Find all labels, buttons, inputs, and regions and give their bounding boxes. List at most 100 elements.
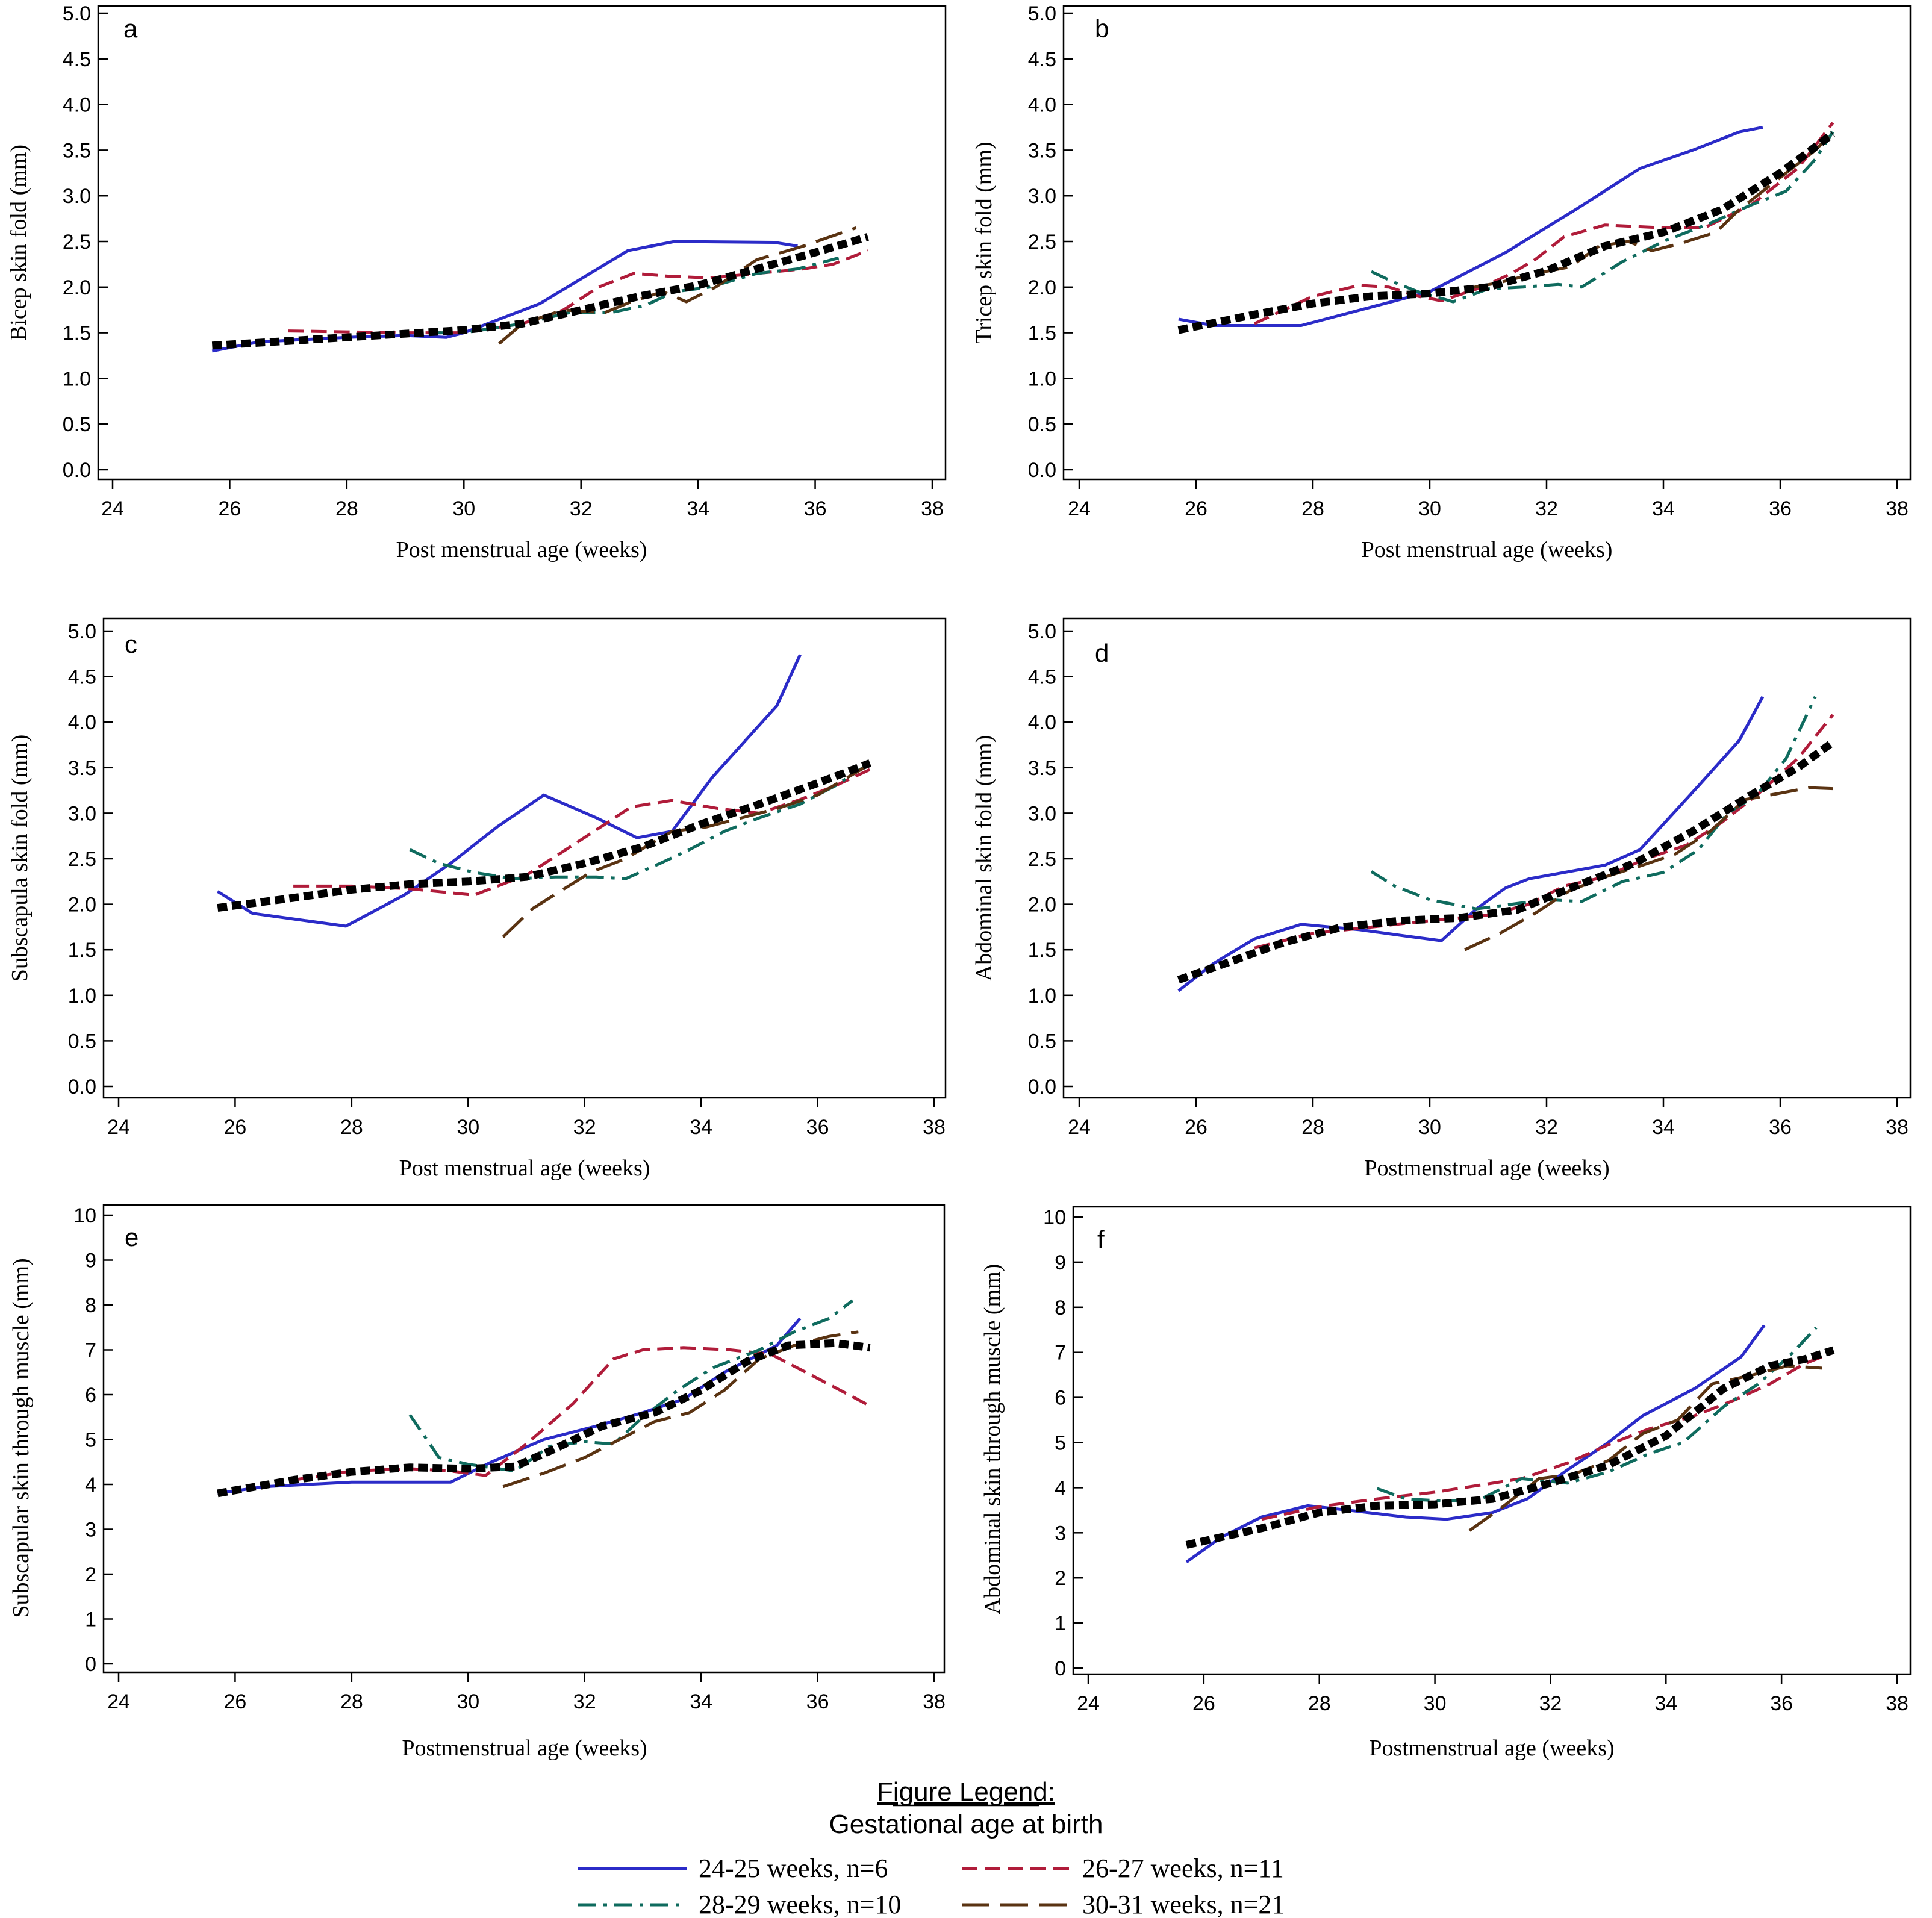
series-line-overall: [211, 233, 869, 350]
x-axis-label: Post menstrual age (weeks): [1362, 537, 1613, 562]
series-line-24-25: [1178, 126, 1763, 327]
y-tick-label: 2.0: [1028, 894, 1056, 917]
x-tick-label: 28: [340, 1116, 363, 1139]
x-tick-label: 24: [1068, 1116, 1091, 1139]
x-axis-label: Postmenstrual age (weeks): [402, 1736, 647, 1761]
x-tick-label: 28: [340, 1690, 363, 1713]
y-axis: 0.0 0.5 1.0 1.5 2.0 2.5 3.0 3.5 4.0 4.5 5.0: [1028, 2, 1073, 482]
series-line-30-31: [502, 1330, 859, 1489]
x-tick-label: 30: [1424, 1692, 1447, 1715]
x-tick-label: 32: [1539, 1692, 1562, 1715]
x-tick-label: 34: [1652, 497, 1675, 520]
series-line-24-25: [1185, 1324, 1766, 1564]
x-tick-label: 26: [1185, 497, 1208, 520]
x-tick-label: 30: [1418, 1116, 1441, 1139]
x-tick-label: 34: [1652, 1116, 1675, 1139]
y-tick-label: 0.0: [1028, 1076, 1056, 1098]
y-tick-label: 2.0: [1028, 276, 1056, 299]
series-layer: [217, 654, 871, 938]
y-tick-label: 4: [85, 1474, 96, 1496]
legend-label-24-25: 24-25 weeks, n=6: [699, 1854, 888, 1883]
series-line-26-27: [1261, 1351, 1834, 1521]
x-tick-label: 24: [101, 497, 124, 520]
panel-letter: e: [125, 1223, 139, 1251]
x-tick-label: 30: [457, 1116, 479, 1139]
legend-item-28-29: 28-29 weeks, n=10: [578, 1890, 901, 1918]
x-tick-label: 36: [806, 1690, 829, 1713]
y-tick-label: 1.0: [68, 985, 96, 1007]
y-tick-label: 1.5: [63, 322, 91, 345]
panel-letter: c: [125, 630, 137, 658]
series-layer: [211, 226, 869, 353]
x-tick-label: 38: [1886, 1116, 1909, 1139]
x-axis-label: Postmenstrual age (weeks): [1369, 1736, 1614, 1761]
y-tick-label: 7: [85, 1339, 96, 1362]
y-tick-label: 4: [1055, 1477, 1066, 1499]
series-line-26-27: [293, 1346, 871, 1482]
y-tick-label: 1.5: [68, 939, 96, 962]
series-layer: [1177, 122, 1836, 334]
y-tick-label: 0.5: [1028, 1030, 1056, 1053]
series-line-overall: [1177, 130, 1836, 334]
y-tick-label: 3.5: [1028, 139, 1056, 162]
y-tick-label: 8: [85, 1294, 96, 1317]
plot-frame: [102, 617, 947, 1099]
x-axis-label: Post menstrual age (weeks): [399, 1156, 650, 1181]
x-axis-label: Postmenstrual age (weeks): [1364, 1156, 1609, 1181]
x-tick-label: 28: [1301, 497, 1324, 520]
x-axis: 24 26 28 30 32 34 36 38: [107, 1672, 946, 1713]
x-tick-label: 32: [1535, 497, 1558, 520]
y-tick-label: 0.0: [68, 1076, 96, 1098]
x-tick-label: 36: [806, 1116, 829, 1139]
x-tick-label: 26: [1192, 1692, 1215, 1715]
y-tick-label: 3.0: [1028, 185, 1056, 208]
x-tick-label: 38: [1886, 497, 1909, 520]
y-axis-label: Bicep skin fold (mm): [6, 145, 31, 341]
legend-subtitle: Gestational age at birth: [829, 1810, 1103, 1839]
series-line-overall: [1177, 739, 1836, 984]
x-tick-label: 38: [923, 1116, 946, 1139]
y-tick-label: 0.5: [68, 1030, 96, 1053]
y-tick-label: 2.0: [63, 276, 91, 299]
legend-label-30-31: 30-31 weeks, n=21: [1082, 1890, 1285, 1918]
x-tick-label: 34: [690, 1690, 712, 1713]
x-axis: 24 26 28 30 32 34 36 38: [107, 1098, 946, 1139]
x-tick-label: 30: [452, 497, 475, 520]
x-axis: 24 26 28 30 32 34 36 38: [101, 479, 944, 520]
series-line-28-29: [1370, 131, 1834, 304]
legend-label-26-27: 26-27 weeks, n=11: [1082, 1854, 1284, 1883]
series-line-28-29: [1376, 1326, 1818, 1503]
series-line-28-29: [408, 1299, 854, 1473]
legend-item-24-25: 24-25 weeks, n=6: [578, 1854, 888, 1883]
panel-letter: d: [1095, 639, 1109, 667]
y-tick-label: 2: [85, 1563, 96, 1586]
y-axis: 0 1 2 3 4 5 6 7 8 9 10: [73, 1204, 113, 1676]
series-line-30-31: [1468, 1364, 1822, 1532]
y-tick-label: 8: [1055, 1297, 1066, 1319]
y-axis-label: Subscapular skin through muscle (mm): [8, 1258, 34, 1618]
y-tick-label: 0.0: [63, 459, 91, 482]
y-axis-label: Abdominal skin through muscle (mm): [980, 1264, 1005, 1615]
figure-legend: Figure Legend: Gestational age at birth …: [578, 1777, 1285, 1918]
plot-frame: [102, 1204, 946, 1674]
y-tick-label: 7: [1055, 1342, 1066, 1365]
y-axis: 0 1 2 3 4 5 6 7 8 9 10: [1043, 1206, 1083, 1680]
y-tick-label: 3: [85, 1519, 96, 1542]
x-axis: 24 26 28 30 32 34 36 38: [1077, 1674, 1909, 1715]
y-tick-label: 5: [1055, 1432, 1066, 1455]
y-tick-label: 0: [85, 1653, 96, 1676]
x-tick-label: 24: [107, 1116, 130, 1139]
y-tick-label: 4.5: [1028, 48, 1056, 71]
x-tick-label: 24: [107, 1690, 130, 1713]
x-tick-label: 26: [224, 1690, 247, 1713]
x-tick-label: 30: [457, 1690, 479, 1713]
y-tick-label: 2.5: [68, 848, 96, 871]
series-line-overall: [217, 1339, 871, 1498]
x-tick-label: 28: [335, 497, 358, 520]
y-tick-label: 0: [1055, 1657, 1066, 1680]
y-tick-label: 5.0: [1028, 2, 1056, 25]
y-tick-label: 1: [85, 1608, 96, 1631]
y-tick-label: 3.0: [63, 185, 91, 208]
y-tick-label: 2.5: [1028, 848, 1056, 871]
x-axis: 24 26 28 30 32 34 36 38: [1068, 479, 1909, 520]
